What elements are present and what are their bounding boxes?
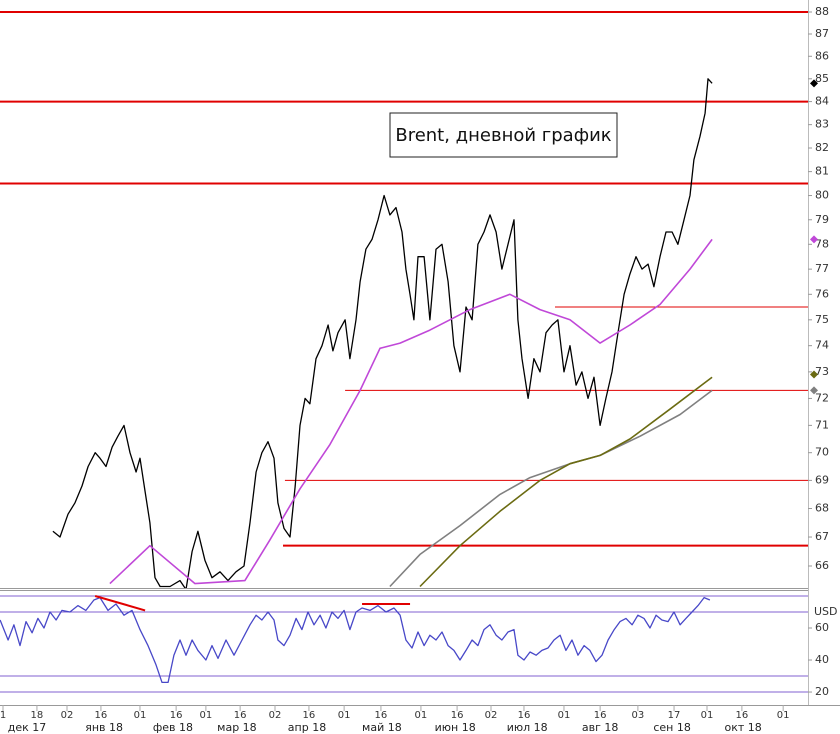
month-label: дек 17 (8, 721, 47, 734)
month-label: окт 18 (725, 721, 762, 734)
y-tick-label: 66 (815, 559, 829, 572)
y-tick-label: 68 (815, 502, 829, 515)
rsi-panel (0, 595, 808, 693)
y-tick-label: 73 (815, 365, 829, 378)
last-value-marker (810, 370, 818, 379)
annotation-box: Brent, дневной график (389, 112, 618, 158)
y-tick-label: 81 (815, 165, 829, 178)
month-label: июл 18 (507, 721, 548, 734)
series-line (389, 389, 713, 588)
y-tick-label: 60 (815, 621, 829, 634)
month-label: апр 18 (288, 721, 326, 734)
y-tick-label: 20 (815, 685, 829, 698)
x-tick-label: 02 (61, 710, 74, 721)
series-line (0, 596, 711, 684)
series-line (419, 376, 713, 588)
x-tick-label: 01 (558, 710, 571, 721)
y-tick-label: 71 (815, 418, 829, 431)
month-label: фев 18 (153, 721, 193, 734)
y-tick-label: 77 (815, 262, 829, 275)
series-line (52, 78, 713, 588)
month-label: сен 18 (653, 721, 691, 734)
trend-line (94, 595, 146, 612)
month-label: янв 18 (85, 721, 123, 734)
month-label: авг 18 (582, 721, 619, 734)
y-tick-label: 88 (815, 5, 829, 18)
y-tick-label: 69 (815, 473, 829, 486)
last-value-marker (810, 386, 818, 395)
y-tick-label: 75 (815, 313, 829, 326)
x-tick-label: 16 (170, 710, 183, 721)
y-tick-label: 82 (815, 141, 829, 154)
x-tick-label: 16 (594, 710, 607, 721)
x-tick-label: 16 (95, 710, 108, 721)
y-tick-label: 83 (815, 118, 829, 131)
last-value-marker (810, 235, 818, 244)
x-tick-label: 16 (234, 710, 247, 721)
x-tick-label: 1 (0, 710, 6, 721)
y-tick-label: 84 (815, 95, 829, 108)
annotation: Brent, дневной график (395, 125, 611, 146)
month-label: май 18 (362, 721, 402, 734)
y-tick-label: 67 (815, 530, 829, 543)
unit-label: USD (814, 605, 838, 618)
series-line (109, 238, 713, 585)
last-value-marker (810, 79, 818, 88)
x-tick-label: 01 (777, 710, 790, 721)
x-tick-label: 16 (736, 710, 749, 721)
y-tick-label: 70 (815, 446, 829, 459)
y-tick-label: 74 (815, 339, 829, 352)
y-tick-label: 85 (815, 72, 829, 85)
x-tick-label: 18 (31, 710, 44, 721)
month-label: мар 18 (217, 721, 257, 734)
y-tick-label: 79 (815, 213, 829, 226)
x-tick-label: 16 (518, 710, 531, 721)
y-tick-label: 40 (815, 653, 829, 666)
x-tick-label: 16 (303, 710, 316, 721)
y-tick-label: 78 (815, 237, 829, 250)
y-tick-label: 86 (815, 49, 829, 62)
y-tick-label: 87 (815, 27, 829, 40)
month-label: июн 18 (435, 721, 476, 734)
x-tick-label: 02 (269, 710, 282, 721)
x-tick-label: 01 (415, 710, 428, 721)
y-tick-label: 72 (815, 391, 829, 404)
x-tick-label: 01 (200, 710, 213, 721)
y-tick-label: 76 (815, 287, 829, 300)
x-tick-label: 01 (701, 710, 714, 721)
annotation-frame (389, 112, 618, 158)
x-tick-label: 03 (632, 710, 645, 721)
x-tick-label: 16 (451, 710, 464, 721)
x-tick-label: 17 (668, 710, 681, 721)
price-panel (0, 10, 808, 588)
x-tick-label: 01 (338, 710, 351, 721)
x-tick-label: 16 (375, 710, 388, 721)
y-tick-label: 80 (815, 189, 829, 202)
x-tick-label: 02 (485, 710, 498, 721)
x-tick-label: 01 (134, 710, 147, 721)
